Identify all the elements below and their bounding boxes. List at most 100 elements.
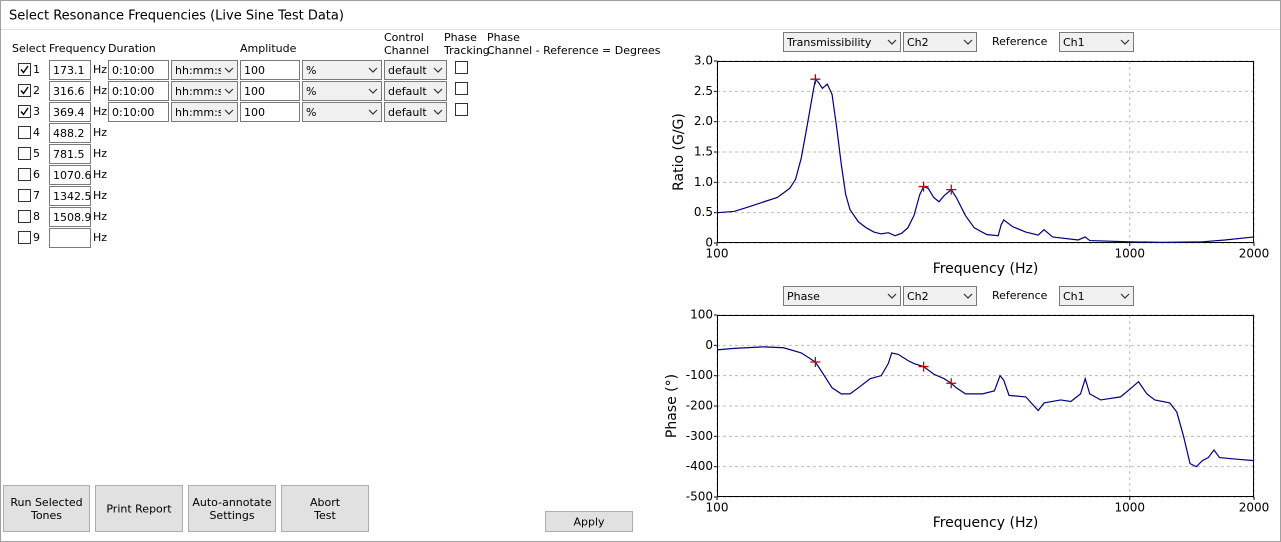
frequency-field[interactable]: 173.1 — [49, 60, 91, 80]
x-tick-label: 1000 — [1114, 501, 1145, 515]
control-channel-select[interactable]: default — [384, 60, 447, 80]
button[interactable] — [188, 485, 276, 532]
button[interactable] — [545, 511, 633, 532]
measurement-select-text: Transmissibility — [786, 36, 872, 49]
amplitude-unit-select[interactable]: % — [302, 102, 382, 122]
channel-select[interactable]: Ch2 — [903, 286, 977, 306]
row-index: 9 — [33, 231, 40, 244]
duration-unit-select[interactable]: hh:mm:ss — [171, 60, 238, 80]
header-frequency: Frequency — [49, 42, 106, 55]
plot-area — [717, 315, 1254, 497]
control-channel-select[interactable]: default — [384, 102, 447, 122]
frequency-field[interactable]: 488.2 — [49, 123, 91, 143]
control-channel-select-text: default — [388, 85, 427, 98]
y-tick-label: 0.5 — [694, 205, 713, 219]
measurement-select-arrow-bg — [884, 287, 900, 305]
duration-unit-select-text: hh:mm:ss — [175, 106, 230, 119]
reference-select-text: Ch1 — [1063, 290, 1085, 303]
channel-select[interactable]: Ch2 — [903, 32, 977, 52]
plot-area — [717, 61, 1254, 243]
frequency-field-frame — [49, 186, 91, 206]
measurement-select[interactable]: Phase — [783, 286, 901, 306]
frequency-field-frame — [49, 144, 91, 164]
measurement-select-frame — [783, 32, 901, 52]
reference-select-frame — [1059, 32, 1134, 52]
measurement-select-arrow — [887, 39, 897, 45]
frequency-unit: Hz — [93, 84, 107, 97]
duration-field[interactable]: 0:10:00 — [108, 81, 169, 101]
amplitude-field-text: 100 — [244, 106, 265, 119]
select-checkbox[interactable] — [18, 168, 31, 181]
measurement-select[interactable]: Transmissibility — [783, 32, 901, 52]
phase-tracking-checkbox[interactable] — [455, 103, 468, 116]
amplitude-unit-select[interactable]: % — [302, 81, 382, 101]
frequency-field[interactable]: 781.5 — [49, 144, 91, 164]
control-channel-select-text: default — [388, 64, 427, 77]
select-checkbox[interactable] — [18, 231, 31, 244]
amplitude-field-frame — [240, 60, 300, 80]
reference-select[interactable]: Ch1 — [1059, 286, 1134, 306]
button-label: Abort — [310, 496, 341, 509]
frequency-field[interactable]: 369.4 — [49, 102, 91, 122]
frequency-unit: Hz — [93, 105, 107, 118]
duration-field[interactable]: 0:10:00 — [108, 60, 169, 80]
button[interactable] — [281, 485, 369, 532]
select-checkbox-check — [20, 86, 29, 95]
select-checkbox[interactable] — [18, 210, 31, 223]
button[interactable] — [3, 485, 90, 532]
amplitude-field[interactable]: 100 — [240, 102, 300, 122]
row-index: 3 — [33, 105, 40, 118]
select-checkbox[interactable] — [18, 63, 31, 76]
frequency-field-text: 173.1 — [53, 64, 85, 77]
select-checkbox[interactable] — [18, 189, 31, 202]
phase-tracking-checkbox[interactable] — [455, 61, 468, 74]
frequency-field[interactable]: 1070.6 — [49, 165, 92, 185]
peak-marker — [946, 184, 957, 195]
frequency-field-text: 316.6 — [53, 85, 85, 98]
peak-marker — [946, 378, 957, 389]
duration-unit-select[interactable]: hh:mm:ss — [171, 81, 238, 101]
frequency-field-frame — [49, 207, 91, 227]
x-axis-label: Frequency (Hz) — [933, 515, 1039, 531]
amplitude-field[interactable]: 100 — [240, 60, 300, 80]
frequency-field-frame — [49, 165, 91, 185]
frequency-field-text: 1342.5 — [53, 190, 92, 203]
amplitude-unit-select[interactable]: % — [302, 60, 382, 80]
control-channel-select-arrow-bg — [430, 82, 446, 100]
peak-marker — [810, 74, 821, 85]
plot-frame — [717, 315, 1254, 497]
frequency-field-frame — [49, 81, 91, 101]
amplitude-field[interactable]: 100 — [240, 81, 300, 101]
frequency-field[interactable]: 1342.5 — [49, 186, 92, 206]
select-checkbox[interactable] — [18, 105, 31, 118]
duration-unit-select-arrow-bg — [221, 61, 237, 79]
phase-tracking-checkbox[interactable] — [455, 82, 468, 95]
reference-select[interactable]: Ch1 — [1059, 32, 1134, 52]
duration-unit-select-arrow — [224, 67, 234, 73]
frequency-field[interactable] — [49, 228, 91, 248]
duration-unit-select[interactable]: hh:mm:ss — [171, 102, 238, 122]
frequency-unit: Hz — [93, 231, 107, 244]
button[interactable] — [95, 485, 183, 532]
y-axis-label: Ratio (G/G) — [671, 113, 687, 191]
x-tick-label: 2000 — [1239, 247, 1270, 261]
duration-field[interactable]: 0:10:00 — [108, 102, 169, 122]
x-tick-label: 100 — [706, 501, 729, 515]
row-index: 7 — [33, 189, 40, 202]
peak-marker — [918, 361, 929, 372]
channel-select-arrow-bg — [960, 33, 976, 51]
control-channel-select-arrow-bg — [430, 61, 446, 79]
header-control-channel: Channel — [384, 44, 429, 57]
select-checkbox[interactable] — [18, 126, 31, 139]
frequency-field[interactable]: 316.6 — [49, 81, 91, 101]
duration-unit-select-arrow-bg — [221, 103, 237, 121]
frequency-field[interactable]: 1508.9 — [49, 207, 92, 227]
button-label: Apply — [573, 516, 605, 529]
select-checkbox[interactable] — [18, 84, 31, 97]
control-channel-select[interactable]: default — [384, 81, 447, 101]
frequency-unit: Hz — [93, 168, 107, 181]
select-checkbox[interactable] — [18, 147, 31, 160]
peak-marker — [918, 181, 929, 192]
frequency-unit: Hz — [93, 210, 107, 223]
